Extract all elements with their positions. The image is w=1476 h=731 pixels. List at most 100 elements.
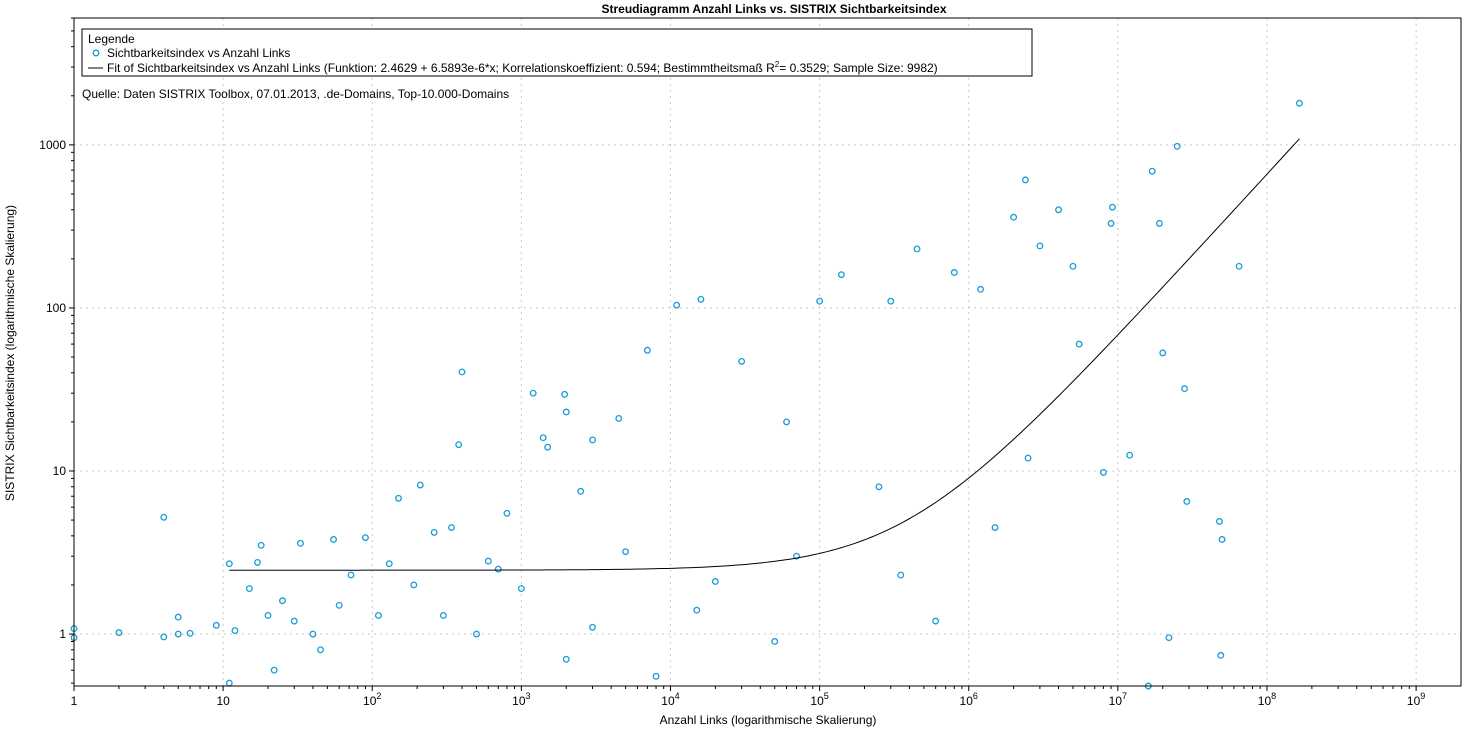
data-point [1155, 219, 1163, 227]
data-point [577, 487, 585, 495]
legend-fit-label-rest: = 0.3529; Sample Size: 9982) [779, 61, 937, 75]
plot-frame [73, 17, 1462, 687]
data-point [738, 357, 746, 365]
data-point [1069, 262, 1077, 270]
y-tick-label: 10 [53, 464, 67, 478]
data-point [160, 513, 168, 521]
data-point [225, 679, 233, 687]
data-point [317, 646, 324, 654]
data-point [225, 560, 233, 568]
data-point [544, 443, 552, 451]
legend-fit-label: Fit of Sichtbarkeitsindex vs Anzahl Link… [107, 60, 938, 75]
x-tick-label: 10 [216, 694, 230, 708]
data-point [279, 597, 286, 605]
x-tick-label-base: 10 [661, 694, 675, 708]
x-tick-label-base: 10 [1407, 694, 1421, 708]
data-point [309, 630, 317, 638]
data-point [270, 666, 278, 674]
data-point [1036, 242, 1044, 250]
x-tick-label-exponent: 7 [1122, 691, 1127, 701]
data-point [416, 481, 424, 489]
data-point [503, 509, 511, 517]
x-tick-label-base: 10 [1109, 694, 1123, 708]
data-point [1107, 219, 1115, 227]
legend-scatter-label: Sichtbarkeitsindex vs Anzahl Links [107, 46, 290, 60]
data-point [539, 434, 547, 442]
data-point [875, 483, 883, 491]
data-point [977, 285, 984, 293]
data-point [1295, 99, 1303, 107]
data-point [693, 606, 701, 614]
source-annotation: Quelle: Daten SISTRIX Toolbox, 07.01.201… [82, 87, 509, 101]
data-point [231, 627, 239, 635]
data-point [174, 613, 182, 621]
data-point [1075, 340, 1083, 348]
data-point [932, 617, 940, 625]
data-point [1217, 651, 1225, 659]
x-tick-label: 106 [960, 691, 978, 708]
data-point [622, 548, 630, 556]
data-point [697, 295, 705, 303]
x-tick-label-base: 10 [1258, 694, 1272, 708]
data-point [615, 414, 623, 422]
x-tick-label-exponent: 5 [824, 691, 829, 701]
data-point [473, 630, 480, 638]
data-point [439, 611, 447, 619]
data-point [991, 524, 999, 531]
data-point [771, 638, 779, 645]
data-point [1216, 518, 1223, 525]
data-point [950, 269, 958, 276]
data-point [913, 245, 921, 253]
data-point [589, 623, 596, 631]
y-tick-label: 1 [59, 627, 66, 641]
data-point [1055, 206, 1062, 214]
x-tick-label: 1 [71, 694, 78, 708]
data-point [589, 436, 596, 444]
data-point [1148, 167, 1156, 175]
y-tick-label: 1000 [39, 138, 66, 152]
x-tick-label-exponent: 9 [1420, 691, 1425, 701]
data-point [186, 629, 194, 637]
x-tick-label-base: 10 [216, 694, 230, 708]
data-point [430, 528, 438, 536]
data-point [643, 346, 651, 354]
x-tick-label-base: 10 [960, 694, 974, 708]
data-point [711, 578, 719, 585]
data-point [517, 585, 525, 593]
data-point [1183, 498, 1191, 505]
data-point [257, 541, 265, 549]
data-point [1181, 385, 1188, 393]
data-point [330, 536, 337, 543]
y-tick-label: 100 [46, 301, 66, 315]
legend-title: Legende [88, 32, 135, 46]
data-point [115, 629, 123, 637]
data-point [395, 494, 402, 502]
x-tick-label: 104 [661, 691, 679, 708]
data-point [562, 408, 570, 416]
legend-fit-label-main: Fit of Sichtbarkeitsindex vs Anzahl Link… [107, 61, 775, 75]
data-point [254, 558, 261, 566]
x-tick-label: 103 [512, 691, 530, 708]
data-point [529, 389, 537, 397]
x-tick-label-base: 10 [363, 694, 377, 708]
data-point [361, 534, 369, 542]
x-tick-label: 107 [1109, 691, 1127, 708]
data-point [561, 390, 569, 398]
x-tick-label: 109 [1407, 691, 1425, 708]
data-point [458, 368, 466, 376]
data-point [347, 571, 355, 579]
x-tick-label-exponent: 2 [376, 691, 381, 701]
data-point [1218, 536, 1226, 543]
data-point [245, 585, 253, 593]
data-point [887, 297, 895, 305]
x-tick-label: 108 [1258, 691, 1276, 708]
data-point [1109, 203, 1116, 211]
legend: Legende Sichtbarkeitsindex vs Anzahl Lin… [81, 28, 1033, 77]
fit-line [229, 138, 1300, 571]
data-point [455, 441, 463, 449]
data-point [264, 611, 272, 619]
data-point [448, 524, 455, 531]
data-point [374, 611, 382, 619]
